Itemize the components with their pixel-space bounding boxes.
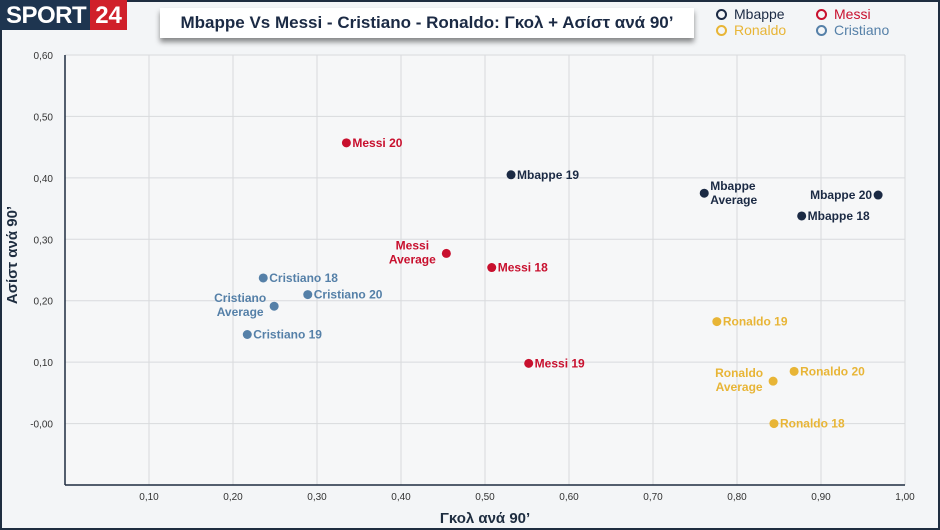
y-tick-label: 0,10: [34, 358, 54, 369]
data-label: Mbappe 20: [810, 188, 872, 202]
x-tick-label: 0,30: [307, 492, 327, 503]
data-point-ronaldo-average: [768, 376, 778, 386]
x-tick-label: 0,80: [727, 492, 747, 503]
legend-marker-icon: [816, 8, 827, 20]
data-point-mbappe-19: [506, 170, 516, 180]
data-label: Mbappe Average: [710, 179, 757, 207]
data-point-cristiano-18: [258, 273, 268, 283]
y-axis-label: Ασίστ ανά 90’: [4, 206, 21, 304]
legend-item-ronaldo: Ronaldo: [716, 22, 816, 38]
legend-item-messi: Messi: [816, 6, 906, 22]
data-point-cristiano-20: [303, 290, 313, 300]
data-label: Cristiano 19: [253, 328, 322, 342]
data-point-messi-19: [524, 358, 534, 368]
data-point-ronaldo-19: [712, 317, 722, 327]
legend-label: Messi: [834, 6, 871, 22]
legend-label: Mbappe: [734, 6, 785, 22]
data-point-messi-average: [441, 248, 451, 258]
data-label: Ronaldo Average: [715, 366, 763, 394]
legend-marker-icon: [716, 24, 727, 36]
sport24-logo: SPORT 24: [0, 0, 127, 30]
data-label: Messi Average: [389, 238, 436, 266]
y-tick-label: 0,40: [34, 174, 54, 185]
legend: Mbappe Messi Ronaldo Cristiano: [716, 6, 906, 38]
chart-title: Mbappe Vs Messi - Cristiano - Ronaldo: Γ…: [160, 8, 694, 38]
x-tick-label: 1,00: [895, 492, 915, 503]
data-label: Messi 19: [535, 356, 585, 370]
x-axis-label: Γκολ ανά 90’: [440, 510, 530, 527]
data-point-messi-18: [487, 263, 497, 273]
data-point-cristiano-average: [269, 301, 279, 311]
x-tick-label: 0,70: [643, 492, 663, 503]
y-tick-label: 0,30: [34, 235, 54, 246]
data-point-mbappe-20: [873, 190, 883, 200]
y-tick-label: 0,60: [34, 51, 54, 62]
y-tick-label: 0,50: [34, 112, 54, 123]
data-point-mbappe-18: [797, 211, 807, 221]
legend-marker-icon: [716, 8, 727, 20]
legend-label: Ronaldo: [734, 22, 787, 38]
x-tick-label: 0,10: [139, 492, 159, 503]
data-label: Ronaldo 20: [800, 364, 865, 378]
legend-item-mbappe: Mbappe: [716, 6, 816, 22]
legend-label: Cristiano: [834, 22, 890, 38]
logo-number: 24: [90, 0, 127, 30]
data-label: Ronaldo 18: [780, 417, 845, 431]
data-label: Ronaldo 19: [723, 315, 788, 329]
legend-item-cristiano: Cristiano: [816, 22, 906, 38]
data-label: Cristiano 18: [269, 271, 338, 285]
y-tick-label: 0,20: [34, 297, 54, 308]
y-tick-label: -0,00: [30, 420, 53, 431]
data-point-ronaldo-18: [769, 419, 779, 429]
data-point-mbappe-average: [699, 188, 709, 198]
x-tick-label: 0,40: [391, 492, 411, 503]
logo-text: SPORT: [0, 0, 91, 30]
data-point-ronaldo-20: [789, 366, 799, 376]
x-tick-label: 0,50: [475, 492, 495, 503]
data-point-cristiano-19: [242, 330, 252, 339]
data-label: Messi 20: [352, 136, 402, 150]
data-label: Mbappe 19: [517, 168, 579, 182]
data-label: Mbappe 18: [808, 209, 870, 223]
legend-marker-icon: [816, 24, 827, 36]
data-point-messi-20: [341, 138, 351, 148]
x-tick-label: 0,90: [811, 492, 831, 503]
x-tick-label: 0,60: [559, 492, 579, 503]
x-tick-label: 0,20: [223, 492, 243, 503]
data-label: Messi 18: [498, 261, 548, 275]
data-label: Cristiano 20: [314, 288, 383, 302]
data-label: Cristiano Average: [214, 291, 266, 319]
